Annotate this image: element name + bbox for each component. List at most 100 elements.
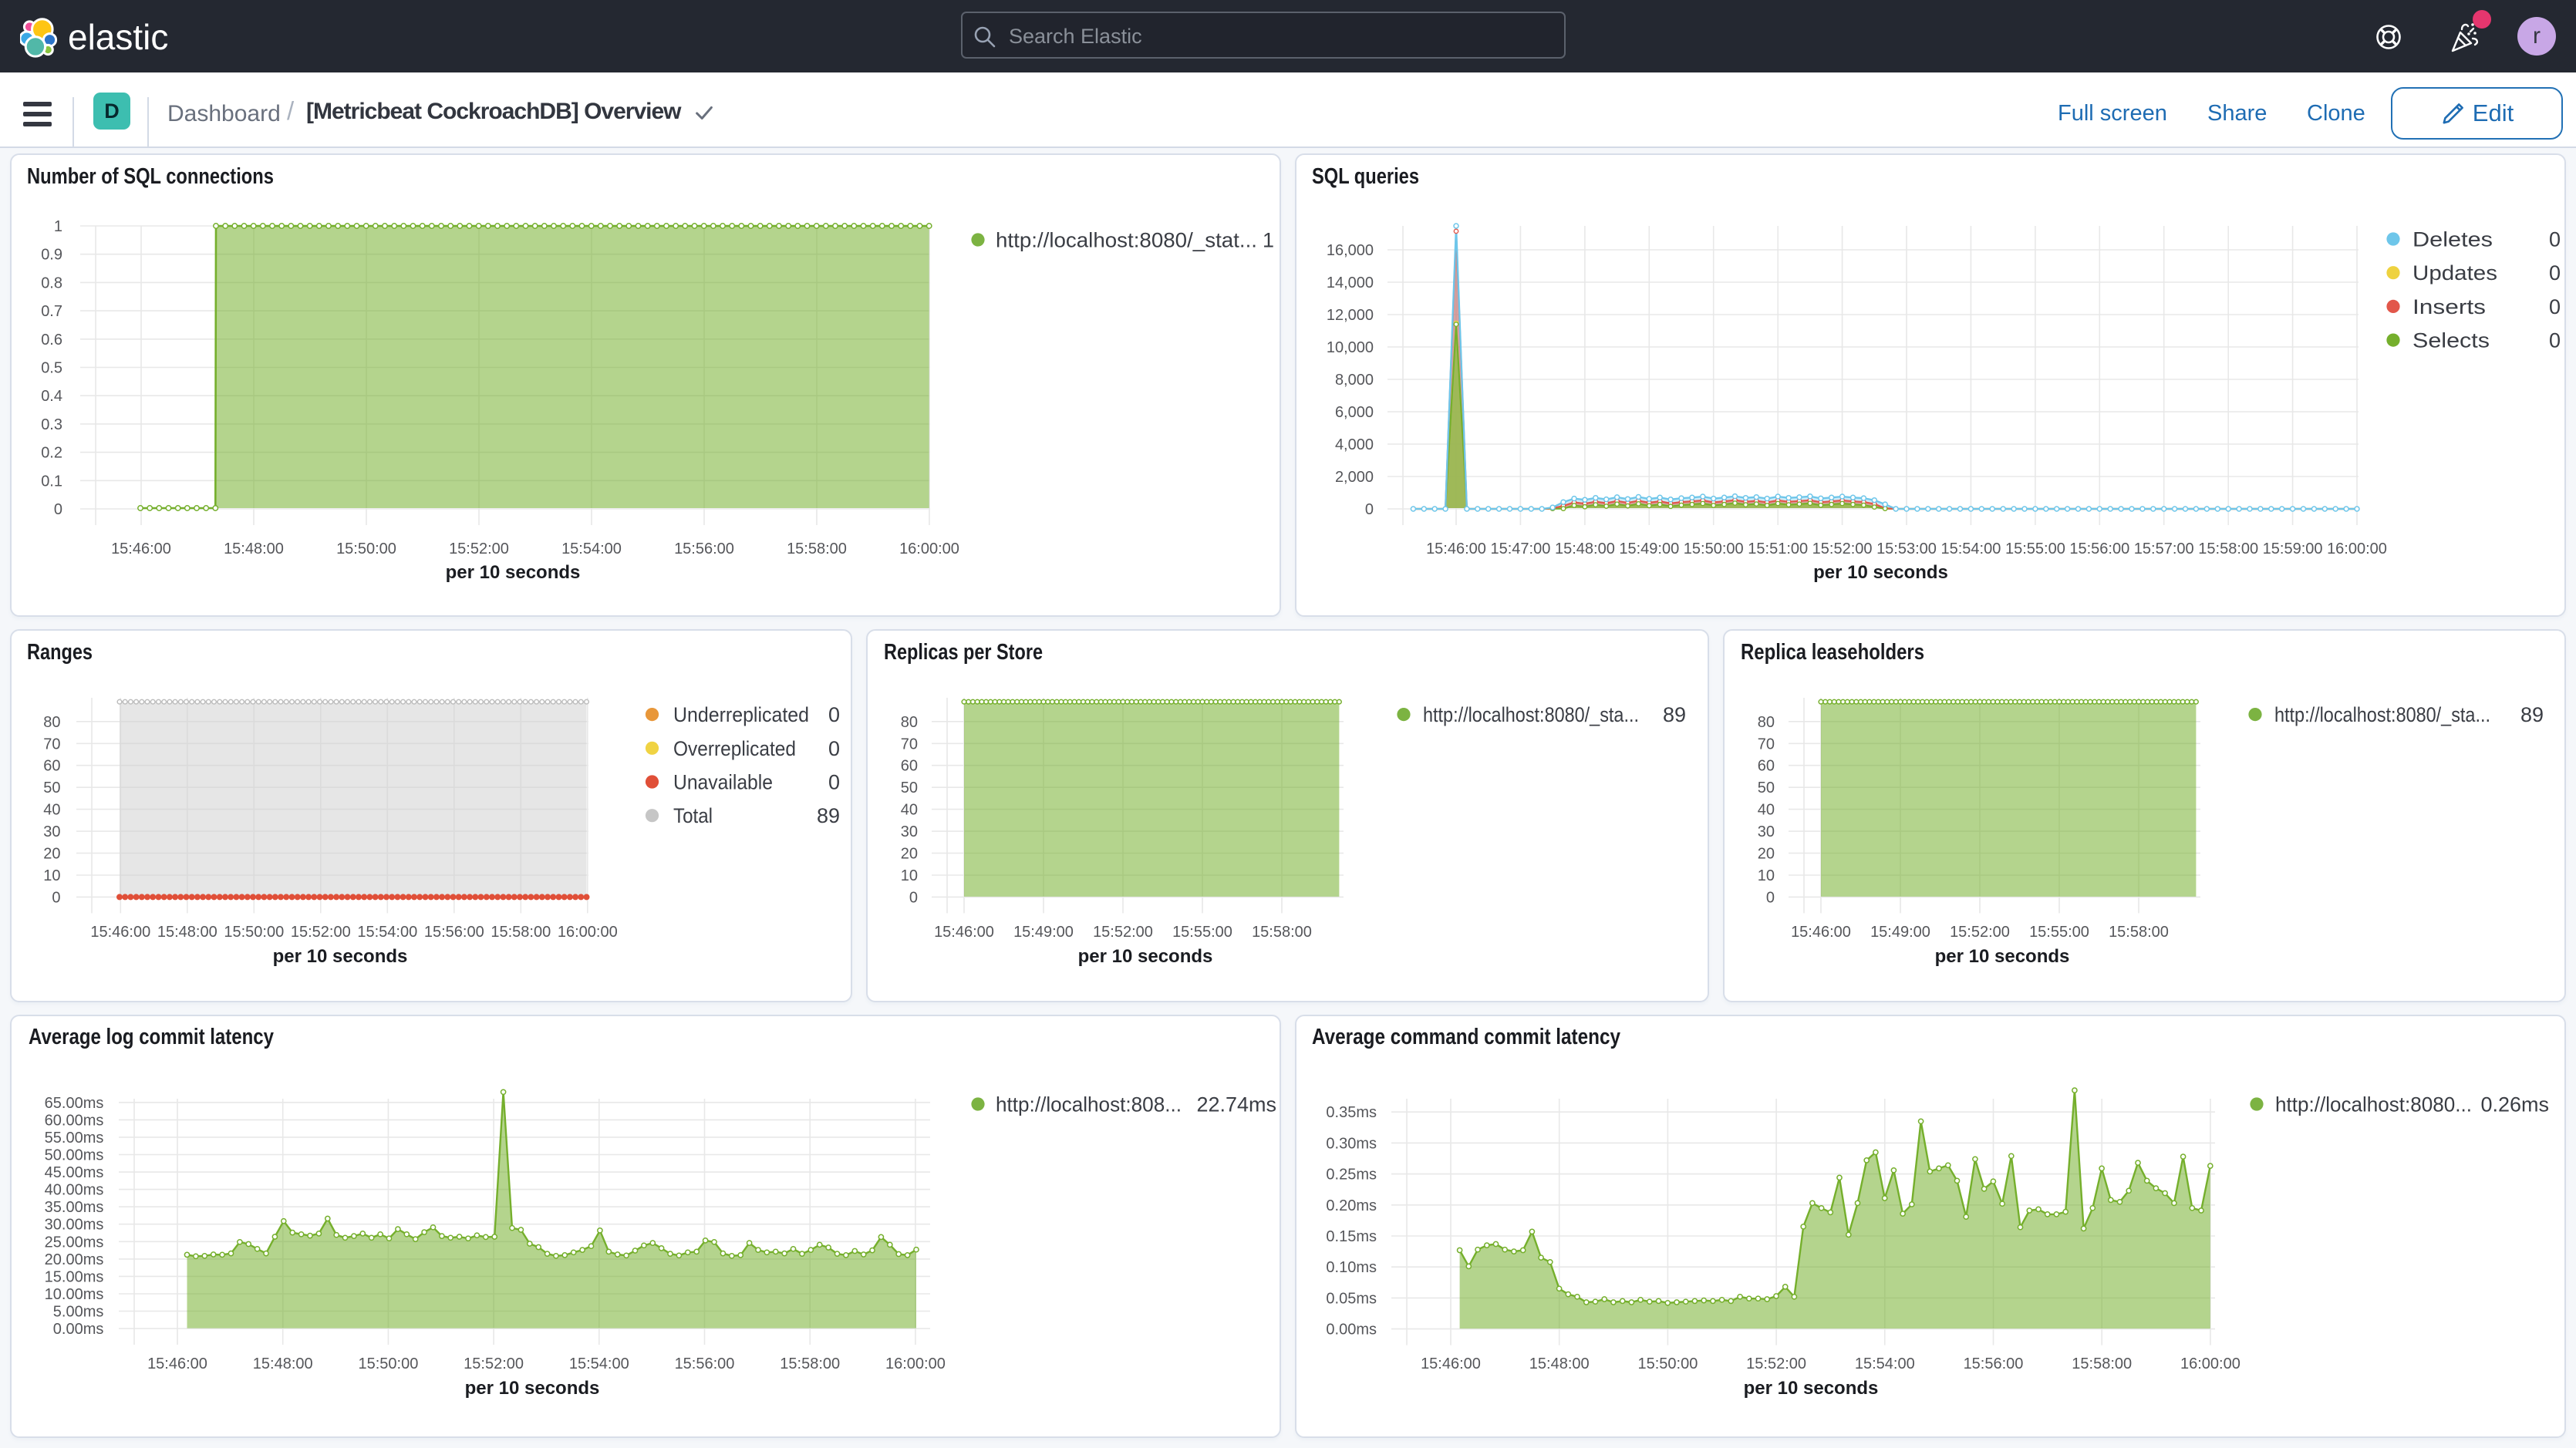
svg-text:30.00ms: 30.00ms xyxy=(45,1217,104,1234)
svg-text:15:59:00: 15:59:00 xyxy=(2263,540,2323,557)
svg-text:89: 89 xyxy=(2520,703,2544,726)
svg-text:Total: Total xyxy=(673,804,713,827)
svg-text:89: 89 xyxy=(1663,703,1686,726)
svg-text:15:56:00: 15:56:00 xyxy=(2069,540,2129,557)
svg-text:15:58:00: 15:58:00 xyxy=(1252,924,1312,941)
svg-text:0.00ms: 0.00ms xyxy=(1326,1322,1377,1339)
svg-text:10.00ms: 10.00ms xyxy=(45,1286,104,1303)
svg-text:0.00ms: 0.00ms xyxy=(53,1321,104,1338)
svg-text:15:52:00: 15:52:00 xyxy=(464,1355,524,1372)
svg-text:15:56:00: 15:56:00 xyxy=(674,540,734,557)
svg-text:http://localhost:8080...: http://localhost:8080... xyxy=(2275,1093,2472,1116)
svg-text:10: 10 xyxy=(901,867,918,884)
svg-text:0.9: 0.9 xyxy=(41,247,62,264)
svg-text:Underreplicated: Underreplicated xyxy=(673,703,809,726)
svg-text:1: 1 xyxy=(54,218,62,235)
svg-text:15:54:00: 15:54:00 xyxy=(569,1355,629,1372)
svg-text:15:58:00: 15:58:00 xyxy=(2198,540,2258,557)
svg-text:15:58:00: 15:58:00 xyxy=(491,924,551,941)
svg-text:4,000: 4,000 xyxy=(1335,436,1374,453)
svg-text:15:54:00: 15:54:00 xyxy=(1855,1355,1915,1372)
svg-text:0: 0 xyxy=(828,771,840,794)
svg-text:15:48:00: 15:48:00 xyxy=(1529,1355,1590,1372)
svg-text:0: 0 xyxy=(909,889,918,906)
svg-text:15:58:00: 15:58:00 xyxy=(787,540,847,557)
svg-text:6,000: 6,000 xyxy=(1335,404,1374,421)
svg-text:20: 20 xyxy=(901,846,918,863)
svg-text:70: 70 xyxy=(1758,736,1775,753)
svg-text:65.00ms: 65.00ms xyxy=(45,1095,104,1112)
svg-text:SQL queries: SQL queries xyxy=(1312,164,1419,189)
svg-text:16:00:00: 16:00:00 xyxy=(899,540,959,557)
svg-text:50: 50 xyxy=(1758,780,1775,796)
svg-text:14,000: 14,000 xyxy=(1327,274,1374,291)
svg-text:0: 0 xyxy=(54,501,62,518)
svg-text:16:00:00: 16:00:00 xyxy=(2327,540,2387,557)
svg-text:Updates: Updates xyxy=(2412,261,2497,285)
svg-text:0: 0 xyxy=(2549,228,2561,251)
svg-text:35.00ms: 35.00ms xyxy=(45,1199,104,1216)
svg-text:0: 0 xyxy=(1766,889,1775,906)
svg-text:0.30ms: 0.30ms xyxy=(1326,1135,1377,1152)
svg-text:15:52:00: 15:52:00 xyxy=(1093,924,1153,941)
svg-text:per 10 seconds: per 10 seconds xyxy=(1935,946,2070,967)
svg-text:Overreplicated: Overreplicated xyxy=(673,737,796,760)
svg-text:0: 0 xyxy=(2549,329,2561,352)
svg-text:Replicas per Store: Replicas per Store xyxy=(884,640,1043,665)
svg-text:16,000: 16,000 xyxy=(1327,242,1374,259)
svg-text:15:49:00: 15:49:00 xyxy=(1013,924,1074,941)
svg-text:15:52:00: 15:52:00 xyxy=(1746,1355,1806,1372)
svg-text:Average log commit latency: Average log commit latency xyxy=(29,1025,274,1049)
svg-text:40: 40 xyxy=(43,802,60,819)
svg-text:15:46:00: 15:46:00 xyxy=(147,1355,207,1372)
svg-text:15:46:00: 15:46:00 xyxy=(111,540,171,557)
svg-text:15:55:00: 15:55:00 xyxy=(2029,924,2089,941)
svg-text:per 10 seconds: per 10 seconds xyxy=(1813,562,1948,583)
svg-text:0: 0 xyxy=(2549,261,2561,285)
svg-text:60: 60 xyxy=(43,758,60,775)
svg-text:per 10 seconds: per 10 seconds xyxy=(273,946,408,967)
svg-text:0: 0 xyxy=(828,703,840,726)
svg-text:15:54:00: 15:54:00 xyxy=(561,540,622,557)
svg-text:0: 0 xyxy=(52,889,60,906)
svg-text:Average command commit latency: Average command commit latency xyxy=(1312,1025,1620,1049)
svg-text:0.4: 0.4 xyxy=(41,388,62,405)
svg-text:0.35ms: 0.35ms xyxy=(1326,1104,1377,1121)
svg-text:15:52:00: 15:52:00 xyxy=(1812,540,1873,557)
svg-text:15:48:00: 15:48:00 xyxy=(224,540,284,557)
svg-text:15:52:00: 15:52:00 xyxy=(1950,924,2010,941)
svg-text:40: 40 xyxy=(1758,802,1775,819)
svg-text:15:52:00: 15:52:00 xyxy=(449,540,509,557)
svg-text:15:58:00: 15:58:00 xyxy=(2109,924,2169,941)
svg-text:15:48:00: 15:48:00 xyxy=(253,1355,313,1372)
svg-text:Inserts: Inserts xyxy=(2412,295,2486,318)
svg-text:30: 30 xyxy=(43,823,60,840)
svg-text:10: 10 xyxy=(1758,867,1775,884)
svg-text:15:54:00: 15:54:00 xyxy=(1940,540,2001,557)
svg-text:Ranges: Ranges xyxy=(27,640,93,665)
svg-text:15:56:00: 15:56:00 xyxy=(675,1355,735,1372)
svg-text:http://localhost:8080/_stat...: http://localhost:8080/_stat... xyxy=(996,229,1257,252)
svg-text:0.15ms: 0.15ms xyxy=(1326,1228,1377,1245)
svg-text:0: 0 xyxy=(828,737,840,760)
svg-text:25.00ms: 25.00ms xyxy=(45,1234,104,1251)
svg-text:50: 50 xyxy=(901,780,918,796)
svg-text:15:48:00: 15:48:00 xyxy=(157,924,217,941)
svg-text:30: 30 xyxy=(1758,823,1775,840)
svg-text:16:00:00: 16:00:00 xyxy=(2180,1355,2241,1372)
svg-text:per 10 seconds: per 10 seconds xyxy=(1744,1378,1879,1399)
svg-text:Unavailable: Unavailable xyxy=(673,771,773,794)
svg-text:10,000: 10,000 xyxy=(1327,339,1374,356)
svg-text:20: 20 xyxy=(43,846,60,863)
svg-text:0.1: 0.1 xyxy=(41,473,62,490)
svg-text:0.8: 0.8 xyxy=(41,274,62,291)
svg-text:22.74ms: 22.74ms xyxy=(1196,1093,1276,1116)
svg-text:15:51:00: 15:51:00 xyxy=(1748,540,1808,557)
svg-text:15:49:00: 15:49:00 xyxy=(1619,540,1679,557)
svg-text:50.00ms: 50.00ms xyxy=(45,1147,104,1164)
svg-text:15:54:00: 15:54:00 xyxy=(357,924,417,941)
svg-text:15:50:00: 15:50:00 xyxy=(1684,540,1744,557)
svg-text:0.7: 0.7 xyxy=(41,303,62,320)
svg-text:http://localhost:808...: http://localhost:808... xyxy=(996,1093,1182,1116)
svg-text:http://localhost:8080/_sta...: http://localhost:8080/_sta... xyxy=(2274,703,2490,726)
